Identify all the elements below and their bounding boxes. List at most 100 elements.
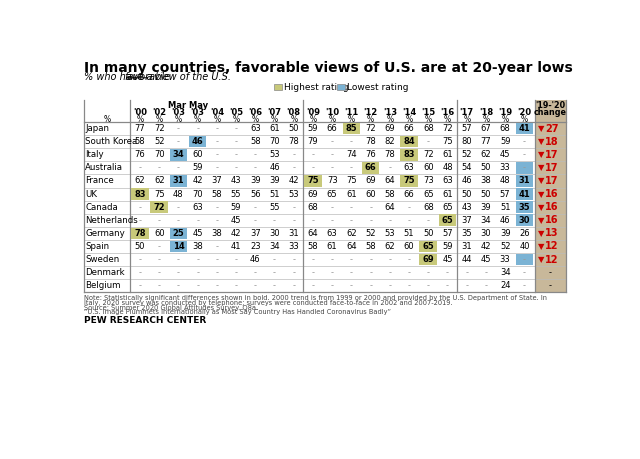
- Text: 79: 79: [308, 137, 318, 146]
- Bar: [304, 175, 322, 187]
- Text: -: -: [216, 216, 218, 225]
- Text: -: -: [157, 281, 161, 290]
- Text: -: -: [427, 268, 430, 277]
- Text: 41: 41: [518, 190, 531, 199]
- Text: -: -: [157, 216, 161, 225]
- Text: %: %: [444, 115, 451, 124]
- Text: -: -: [216, 137, 218, 146]
- Text: %: %: [290, 115, 298, 124]
- Text: 56: 56: [250, 190, 260, 199]
- Text: -: -: [196, 281, 199, 290]
- Text: 37: 37: [250, 229, 260, 238]
- Text: % who have a: % who have a: [84, 72, 156, 82]
- Text: '05: '05: [229, 108, 243, 117]
- Text: -: -: [254, 281, 257, 290]
- Text: -: -: [216, 163, 218, 173]
- Text: 59: 59: [500, 137, 511, 146]
- Text: 62: 62: [346, 229, 356, 238]
- Text: 76: 76: [134, 150, 145, 159]
- Text: 31: 31: [289, 229, 299, 238]
- Text: -: -: [331, 255, 333, 264]
- Text: 50: 50: [289, 124, 299, 133]
- Text: 82: 82: [385, 137, 395, 146]
- Text: '04: '04: [210, 108, 224, 117]
- Text: Source: Summer 2020 Global Attitudes Survey. Q8a.: Source: Summer 2020 Global Attitudes Sur…: [84, 305, 258, 311]
- Bar: [400, 136, 418, 147]
- Text: 61: 61: [442, 190, 453, 199]
- Text: -: -: [331, 137, 333, 146]
- Text: France: France: [85, 176, 114, 185]
- Text: -: -: [177, 163, 180, 173]
- Text: 59: 59: [442, 242, 452, 251]
- Text: -: -: [254, 203, 257, 212]
- Text: 61: 61: [269, 124, 280, 133]
- Text: -: -: [523, 255, 526, 264]
- Text: -: -: [138, 268, 141, 277]
- Text: 46: 46: [192, 137, 204, 146]
- Text: -: -: [369, 255, 372, 264]
- Text: 41: 41: [231, 242, 241, 251]
- Text: '13: '13: [383, 108, 397, 117]
- Text: -: -: [138, 163, 141, 173]
- Text: 50: 50: [481, 190, 491, 199]
- Text: '14: '14: [402, 108, 416, 117]
- Text: 63: 63: [250, 124, 260, 133]
- Text: 45: 45: [231, 216, 241, 225]
- Text: 59: 59: [193, 163, 203, 173]
- Text: 65: 65: [442, 216, 453, 225]
- Text: -: -: [235, 137, 237, 146]
- Text: -: -: [196, 255, 199, 264]
- Text: 62: 62: [481, 150, 492, 159]
- Text: 53: 53: [269, 150, 280, 159]
- Text: 83: 83: [403, 150, 415, 159]
- Text: view of the U.S.: view of the U.S.: [150, 72, 230, 82]
- Text: %: %: [328, 115, 336, 124]
- Text: 16: 16: [545, 189, 559, 199]
- Text: '19-'20: '19-'20: [535, 101, 565, 110]
- Text: 65: 65: [327, 190, 337, 199]
- Text: -: -: [331, 216, 333, 225]
- Text: ▼: ▼: [538, 150, 544, 159]
- Text: 52: 52: [154, 137, 164, 146]
- Text: 39: 39: [250, 176, 260, 185]
- Text: '03: '03: [191, 108, 205, 117]
- Bar: [516, 214, 533, 226]
- Text: -: -: [177, 281, 180, 290]
- Text: -: -: [216, 255, 218, 264]
- Text: 48: 48: [500, 176, 511, 185]
- Bar: [516, 254, 533, 265]
- Text: Canada: Canada: [85, 203, 118, 212]
- Text: %: %: [271, 115, 278, 124]
- Bar: [170, 241, 188, 252]
- Text: -: -: [235, 281, 237, 290]
- Text: '18: '18: [479, 108, 493, 117]
- Bar: [189, 136, 207, 147]
- Text: -: -: [388, 281, 391, 290]
- Text: -: -: [235, 124, 237, 133]
- Text: '08: '08: [287, 108, 301, 117]
- Text: -: -: [408, 281, 411, 290]
- Text: 35: 35: [461, 229, 472, 238]
- Text: ▼: ▼: [538, 163, 544, 173]
- Text: -: -: [235, 150, 237, 159]
- Text: 76: 76: [365, 150, 376, 159]
- Text: Japan: Japan: [85, 124, 109, 133]
- Bar: [419, 254, 437, 265]
- Text: 46: 46: [461, 176, 472, 185]
- Text: 38: 38: [211, 229, 222, 238]
- Text: 60: 60: [365, 190, 376, 199]
- Text: 46: 46: [500, 216, 511, 225]
- Text: 13: 13: [545, 228, 559, 238]
- Text: 30: 30: [481, 229, 492, 238]
- Text: 80: 80: [461, 137, 472, 146]
- Text: -: -: [350, 203, 353, 212]
- Text: -: -: [548, 268, 552, 277]
- Text: 37: 37: [461, 216, 472, 225]
- Text: 52: 52: [365, 229, 376, 238]
- Text: 31: 31: [518, 176, 530, 185]
- Text: 61: 61: [442, 150, 453, 159]
- Text: 48: 48: [442, 163, 453, 173]
- Text: 43: 43: [461, 203, 472, 212]
- Text: Belgium: Belgium: [85, 281, 121, 290]
- Text: 40: 40: [519, 242, 530, 251]
